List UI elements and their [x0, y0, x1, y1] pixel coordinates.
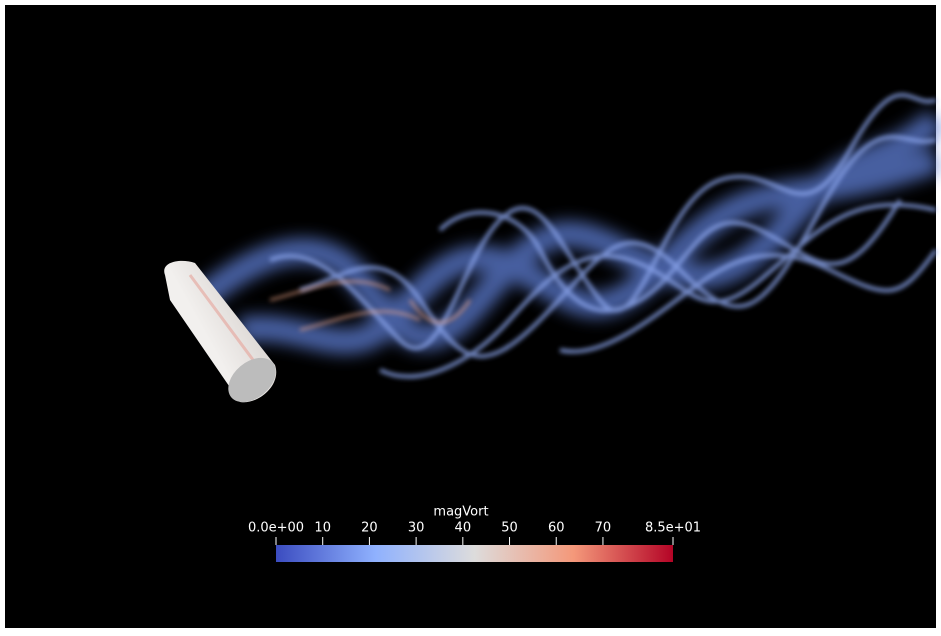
- tick-label: 10: [314, 521, 331, 536]
- tick-label: 40: [455, 521, 472, 536]
- tick-label: 60: [548, 521, 565, 536]
- tick-label: 30: [408, 521, 425, 536]
- tick-label: 8.5e+01: [645, 521, 701, 536]
- tick-label: 20: [361, 521, 378, 536]
- tick-label: 0.0e+00: [248, 521, 304, 536]
- page: magVort 0.0e+00102030405060708.5e+01 (()…: [0, 0, 941, 632]
- colorbar-gradient: [276, 545, 673, 562]
- tick-label: 50: [501, 521, 518, 536]
- tick-label: 70: [595, 521, 612, 536]
- render-view: magVort 0.0e+00 10 20 30 40 50 60 70 8.5e+01: [0, 0, 941, 632]
- colorbar-title: magVort: [433, 505, 488, 520]
